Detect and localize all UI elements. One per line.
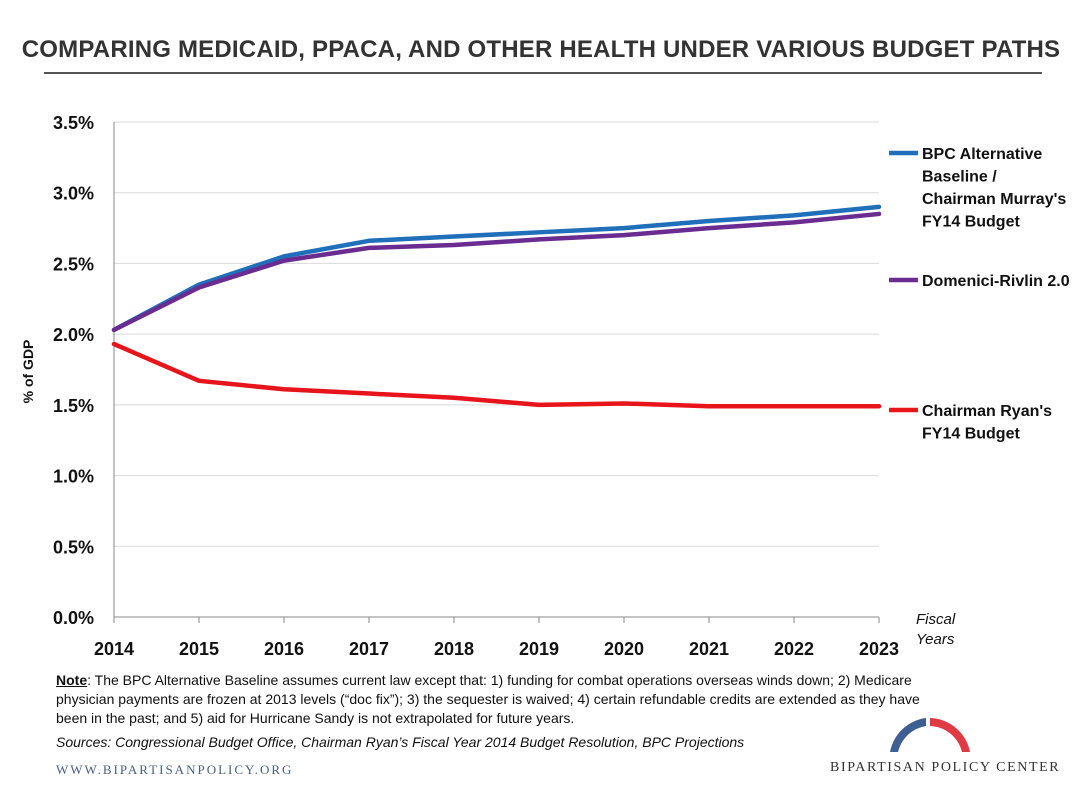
x-tick-label: 2014 bbox=[94, 639, 134, 659]
series-line bbox=[111, 211, 882, 333]
axes: 0.0% 0.5% 1.0% 1.5% 2.0% 2.5% 3.0% 3.5% 2014 2015… bbox=[20, 113, 956, 659]
x-tick-label: 2016 bbox=[264, 639, 304, 659]
y-axis-title: % of GDP bbox=[20, 340, 36, 404]
legend-label: BPC Alternative bbox=[922, 146, 1042, 163]
y-tick-label: 1.5% bbox=[53, 396, 94, 416]
bpc-logo-icon bbox=[890, 718, 970, 752]
x-tick-label: 2015 bbox=[179, 639, 219, 659]
legend-label: Chairman Ryan's bbox=[922, 403, 1052, 420]
legend: BPC Alternative Baseline / Chairman Murray… bbox=[889, 146, 1070, 443]
y-tick-label: 1.0% bbox=[53, 467, 94, 487]
y-tick-label: 3.5% bbox=[53, 113, 94, 133]
y-tick-label: 2.5% bbox=[53, 254, 94, 274]
y-tick-label: 0.5% bbox=[53, 537, 94, 557]
series-lines bbox=[111, 204, 882, 409]
x-tick-label: 2019 bbox=[519, 639, 559, 659]
y-tick-label: 2.0% bbox=[53, 325, 94, 345]
x-tick-label: 2018 bbox=[434, 639, 474, 659]
legend-label: FY14 Budget bbox=[922, 426, 1020, 443]
legend-label: Chairman Murray's bbox=[922, 191, 1066, 208]
chart-note: Note: The BPC Alternative Baseline assum… bbox=[56, 671, 936, 728]
chart-sources: Sources: Congressional Budget Office, Ch… bbox=[56, 734, 745, 750]
website-link[interactable]: WWW.BIPARTISANPOLICY.ORG bbox=[56, 762, 294, 777]
x-axis-title: Years bbox=[916, 631, 955, 648]
y-tick-label: 3.0% bbox=[53, 184, 94, 204]
x-tick-label: 2020 bbox=[604, 639, 644, 659]
legend-label: FY14 Budget bbox=[922, 214, 1020, 231]
organization-name: BIPARTISAN POLICY CENTER bbox=[830, 760, 1061, 775]
x-tick-label: 2017 bbox=[349, 639, 389, 659]
title-divider bbox=[44, 72, 1042, 74]
note-label: Note bbox=[56, 672, 88, 688]
x-tick-label: 2022 bbox=[774, 639, 814, 659]
chart-title: COMPARING MEDICAID, PPACA, AND OTHER HEA… bbox=[21, 36, 1061, 63]
x-tick-label: 2023 bbox=[859, 639, 899, 659]
x-axis-title: Fiscal bbox=[916, 611, 956, 628]
series-line bbox=[111, 204, 882, 333]
y-tick-label: 0.0% bbox=[53, 608, 94, 628]
gridlines bbox=[114, 121, 879, 547]
series-line bbox=[111, 341, 882, 409]
note-text: : The BPC Alternative Baseline assumes c… bbox=[56, 672, 920, 726]
x-tick-label: 2021 bbox=[689, 639, 729, 659]
legend-label: Baseline / bbox=[922, 169, 997, 186]
legend-label: Domenici-Rivlin 2.0 bbox=[922, 273, 1070, 290]
